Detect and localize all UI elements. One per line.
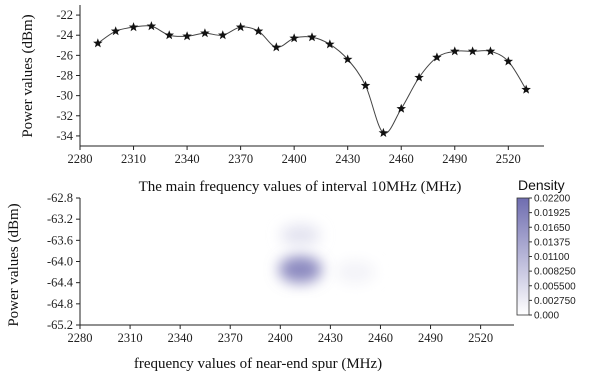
colorbar-tick-label: 0.008250 <box>534 267 576 278</box>
top-y-tick-label: -30 <box>56 89 73 103</box>
top-x-tick-label: 2340 <box>175 152 200 166</box>
data-point-star <box>325 39 335 49</box>
bottom-x-axis-title: frequency values of near-end spur (MHz) <box>134 356 382 372</box>
top-x-tick-label: 2280 <box>68 152 93 166</box>
top-y-tick-label: -26 <box>56 48 73 62</box>
top-x-tick-label: 2460 <box>389 152 414 166</box>
top-x-tick-label: 2370 <box>228 152 253 166</box>
bottom-x-tick-label: 2340 <box>168 331 193 345</box>
top-axes <box>79 5 544 147</box>
bottom-x-tick-label: 2310 <box>118 331 143 345</box>
top-x-tick-label: 2310 <box>121 152 146 166</box>
bottom-y-tick-label: -62.8 <box>47 191 73 205</box>
data-point-star <box>200 28 210 38</box>
data-point-star <box>128 22 139 32</box>
bottom-x-tick-label: 2460 <box>368 331 393 345</box>
data-point-star <box>414 72 424 82</box>
data-point-star <box>378 127 389 137</box>
top-x-axis-title: The main frequency values of interval 10… <box>139 179 462 195</box>
bottom-y-tick-label: -64.4 <box>47 276 74 290</box>
data-point-star <box>110 26 121 36</box>
data-point-star <box>307 32 317 42</box>
bottom-y-axis-title: Power values (dBm) <box>6 203 22 326</box>
colorbar-gradient <box>516 197 530 316</box>
data-point-star <box>289 33 299 43</box>
data-point-star <box>253 26 264 36</box>
colorbar-tick-label: 0.01100 <box>534 252 570 263</box>
density-hotspot <box>278 255 323 284</box>
top-x-tick-label: 2490 <box>442 152 467 166</box>
data-point-star <box>521 84 531 94</box>
bottom-x-tick-label: 2520 <box>468 331 493 345</box>
data-point-star <box>432 52 442 62</box>
bottom-x-tick-label: 2280 <box>68 331 93 345</box>
bottom-x-ticks: 2280 2310 2340 2370 2400 2430 2460 2490 2520 <box>68 325 493 345</box>
colorbar-tick-label: 0.01375 <box>534 237 571 248</box>
top-y-ticks: -22 -24 -26 -28 -30 -32 -34 <box>56 8 80 143</box>
data-point-star <box>503 56 514 66</box>
top-x-tick-label: 2430 <box>335 152 360 166</box>
series-points <box>93 21 531 137</box>
top-x-ticks: 2280 2310 2340 2370 2400 2430 2460 2490 2520 <box>68 146 521 166</box>
data-point-star <box>271 42 282 52</box>
top-y-tick-label: -22 <box>56 8 73 22</box>
bottom-y-tick-label: -63.6 <box>47 233 73 247</box>
density-hotspot <box>280 224 321 246</box>
top-y-tick-label: -28 <box>56 69 73 83</box>
heatmap-chart: -62.8 -63.2 -63.6 -64.0 -64.4 -64.8 -65.2 2280… <box>6 177 576 372</box>
bottom-x-tick-label: 2370 <box>218 331 243 345</box>
data-point-star <box>218 30 228 40</box>
colorbar-tick-label: 0.01650 <box>534 223 571 234</box>
top-x-tick-label: 2400 <box>282 152 307 166</box>
data-point-star <box>450 46 460 56</box>
bottom-y-tick-label: -64.8 <box>47 297 73 311</box>
bottom-x-tick-label: 2490 <box>418 331 443 345</box>
density-hotspot <box>335 260 376 284</box>
top-y-tick-label: -32 <box>56 109 73 123</box>
density-field <box>278 224 376 284</box>
bottom-y-ticks: -62.8 -63.2 -63.6 -64.0 -64.4 -64.8 -65.2 <box>47 191 80 332</box>
bottom-axes <box>79 198 514 326</box>
colorbar-title: Density <box>518 177 565 193</box>
colorbar: Density 0.02200 0.01925 0.01650 0.01375 0.01… <box>516 177 576 322</box>
colorbar-tick-label: 0.000 <box>534 311 559 322</box>
colorbar-tick-label: 0.02200 <box>534 194 571 205</box>
data-point-star <box>93 38 103 48</box>
top-y-tick-label: -34 <box>56 129 73 143</box>
data-point-star <box>182 31 192 41</box>
colorbar-tick-label: 0.002750 <box>534 296 576 307</box>
bottom-x-tick-label: 2430 <box>318 331 343 345</box>
data-point-star <box>485 46 496 56</box>
bottom-y-tick-label: -63.2 <box>47 212 73 226</box>
data-point-star <box>360 80 371 90</box>
data-point-star <box>164 30 174 40</box>
line-chart: -22 -24 -26 -28 -30 -32 -34 2280 2310 2340 2370 24… <box>20 5 544 195</box>
colorbar-tick-label: 0.01925 <box>534 208 571 219</box>
bottom-y-tick-label: -64.0 <box>47 255 73 269</box>
data-point-star <box>396 103 406 113</box>
top-y-tick-label: -24 <box>56 28 73 42</box>
top-y-axis-title: Power values (dBm) <box>20 14 36 137</box>
data-point-star <box>235 22 246 32</box>
series-line <box>97 25 527 134</box>
colorbar-tick-label: 0.005500 <box>534 281 576 292</box>
top-x-tick-label: 2520 <box>496 152 521 166</box>
data-point-star <box>342 54 353 64</box>
bottom-y-tick-label: -65.2 <box>47 318 73 332</box>
data-point-star <box>146 21 157 31</box>
bottom-x-tick-label: 2400 <box>268 331 293 345</box>
colorbar-ticks: 0.02200 0.01925 0.01650 0.01375 0.01100 0.008… <box>529 194 576 322</box>
data-point-star <box>467 46 478 56</box>
